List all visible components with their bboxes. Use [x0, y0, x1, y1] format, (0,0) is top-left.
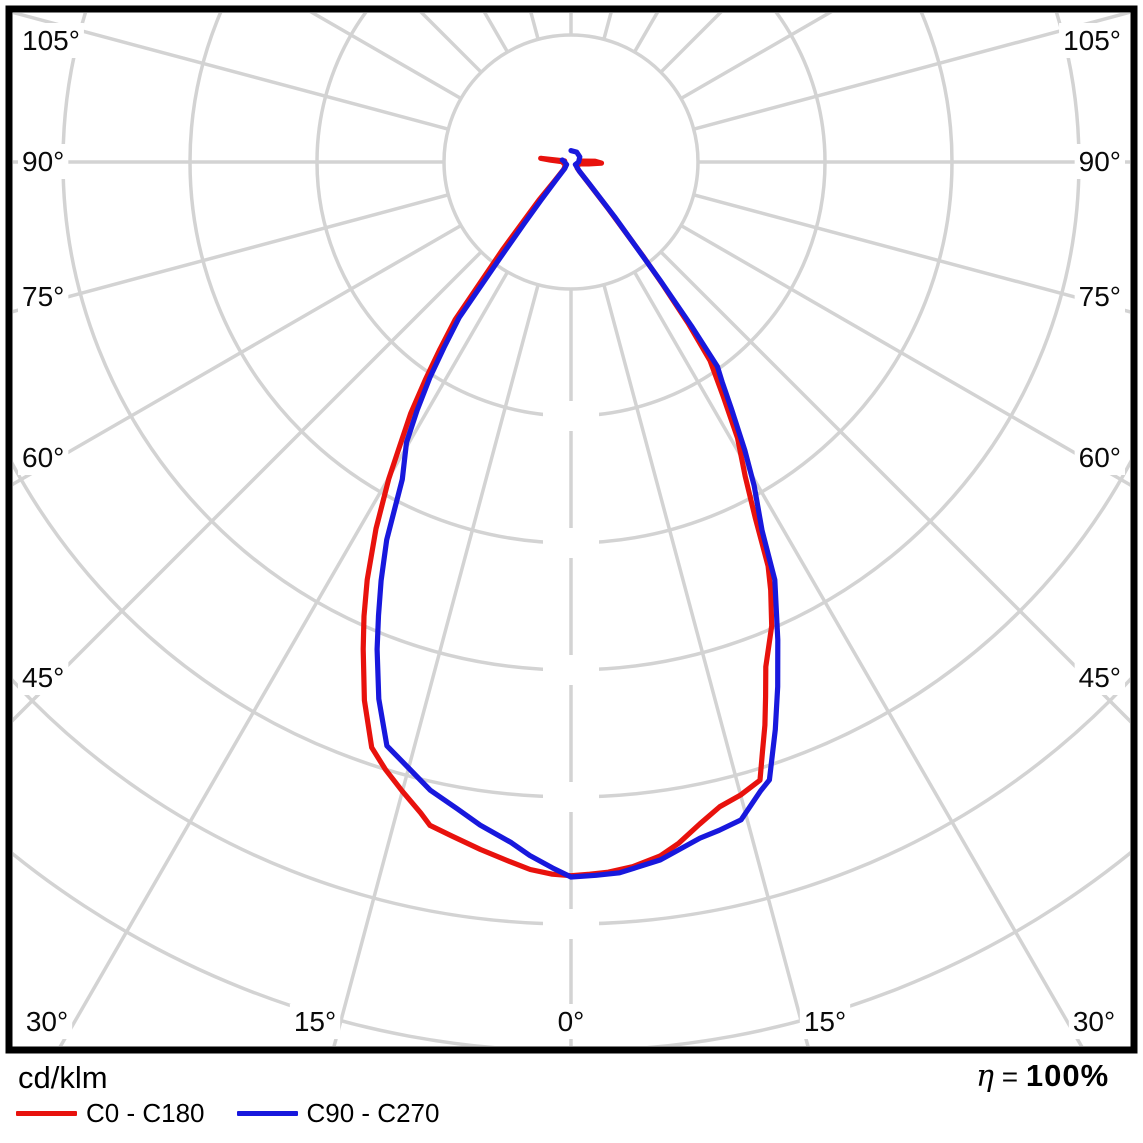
angle-label-bg — [18, 144, 69, 179]
angle-label-0deg: 0° — [558, 1006, 585, 1037]
angle-label-15deg: 15° — [804, 1006, 846, 1037]
angle-label-bg — [21, 1004, 73, 1039]
grid-ray-30deg — [632, 271, 1084, 1046]
grid-ray-60deg — [680, 223, 1130, 487]
radial-value-box-blank — [543, 528, 599, 558]
radial-value-box-blank — [543, 401, 599, 431]
grid-ray-255deg — [13, 13, 449, 131]
grid-ring-1 — [442, 33, 700, 291]
angle-label-90deg: 90° — [1079, 146, 1121, 177]
angle-label-bg — [1068, 1004, 1120, 1039]
efficiency-readout: η = 100% — [976, 1058, 1109, 1094]
angle-label-30deg: 30° — [26, 1006, 68, 1037]
grid-ray-345deg — [332, 284, 540, 1046]
angle-label-bg — [18, 440, 69, 475]
angle-label-45deg: 45° — [1079, 662, 1121, 693]
eta-separator: = — [993, 1061, 1026, 1092]
angle-label-75deg: 75° — [1079, 281, 1121, 312]
angle-label-15deg: 15° — [294, 1006, 336, 1037]
angle-label-bg — [18, 23, 84, 58]
angle-label-bg — [289, 1004, 341, 1039]
angle-label-60deg: 60° — [22, 442, 64, 473]
grid-ray-105deg — [693, 13, 1130, 131]
radial-value-box-blank — [543, 655, 599, 685]
curve-c90-c270 — [374, 148, 781, 880]
legend-label-c90-c270: C90 - C270 — [306, 1097, 440, 1128]
eta-symbol: η — [976, 1059, 994, 1094]
radial-value-box-blank — [543, 909, 599, 939]
legend-swatch-c90-c270 — [236, 1110, 298, 1116]
angle-label-45deg: 45° — [22, 662, 64, 693]
angle-label-bg — [553, 1004, 589, 1039]
legend: C0 - C180 C90 - C270 — [16, 1097, 471, 1128]
angle-label-30deg: 30° — [1073, 1006, 1115, 1037]
angle-label-bg — [1074, 279, 1125, 314]
grid-ray-285deg — [13, 193, 449, 314]
angle-label-bg — [18, 279, 69, 314]
eta-value: 100% — [1025, 1058, 1110, 1093]
grid-ray-300deg — [13, 223, 462, 487]
angle-label-bg — [799, 1004, 851, 1039]
angle-label-90deg: 90° — [22, 146, 64, 177]
angle-label-bg — [1074, 440, 1125, 475]
legend-label-c0-c180: C0 - C180 — [86, 1097, 205, 1128]
grid-ray-75deg — [693, 193, 1130, 314]
angle-label-bg — [1059, 23, 1125, 58]
grid-ray-15deg — [602, 284, 810, 1046]
angle-label-bg — [1074, 144, 1125, 179]
angle-label-bg — [18, 660, 69, 695]
angle-label-bg — [1074, 660, 1125, 695]
legend-swatch-c0-c180 — [16, 1110, 77, 1116]
angle-label-105deg: 105° — [1063, 25, 1121, 56]
angle-label-75deg: 75° — [22, 281, 64, 312]
angle-label-60deg: 60° — [1079, 442, 1121, 473]
polar-chart: 105° 90° 75° 60° 45° 105° 90° 75° 60° 45° 30° 15° 0°… — [5, 5, 1138, 1054]
radial-unit-label: cd/klm — [18, 1060, 108, 1095]
angle-label-105deg: 105° — [22, 25, 80, 56]
radial-value-box-blank — [543, 782, 599, 812]
